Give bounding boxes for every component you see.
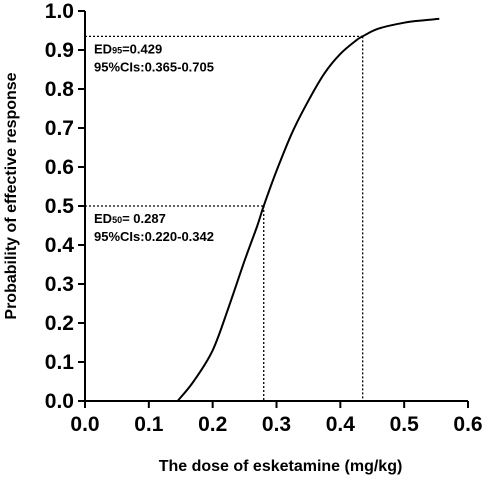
annotations: ED95=0.429 95%CIs:0.365-0.705 ED50= 0.287 9… (94, 41, 214, 244)
y-tick-label: 1.0 (45, 0, 74, 23)
x-tick-label: 0.6 (453, 413, 482, 436)
ci-label: 95%CIs:0.365-0.705 (94, 59, 214, 74)
y-tick-label: 0.8 (45, 78, 75, 101)
x-tick-label: 0.0 (70, 413, 99, 436)
x-axis-title: The dose of esketamine (mg/kg) (159, 458, 403, 475)
y-tick-label: 0.7 (45, 117, 74, 140)
response-curve (176, 17, 440, 402)
y-axis-title: Probability of effective response (3, 72, 20, 319)
x-tick-label: 0.1 (134, 413, 164, 436)
ci-label: 95%CIs:0.220-0.342 (94, 229, 214, 244)
x-tick-label: 0.2 (198, 413, 227, 436)
x-tick-label: 0.3 (262, 413, 291, 436)
y-tick-label: 0.0 (45, 390, 74, 413)
ticks: 0.0 0.1 0.2 0.3 0.4 0.5 0.6 0.0 0.1 0.2 0.3 0.4 0.5 0… (45, 0, 483, 436)
y-tick-label: 0.3 (45, 273, 74, 296)
y-tick-label: 0.2 (45, 312, 74, 335)
y-tick-label: 0.1 (45, 351, 75, 374)
y-tick-label: 0.4 (45, 234, 75, 257)
x-tick-label: 0.5 (390, 413, 420, 436)
ed-label: ED95=0.429 (94, 41, 162, 56)
ed-label: ED50= 0.287 (94, 211, 166, 226)
y-tick-label: 0.9 (45, 39, 74, 62)
reference-lines (85, 35, 364, 401)
x-tick-label: 0.4 (326, 413, 356, 436)
y-tick-label: 0.5 (45, 195, 75, 218)
y-tick-label: 0.6 (45, 156, 74, 179)
